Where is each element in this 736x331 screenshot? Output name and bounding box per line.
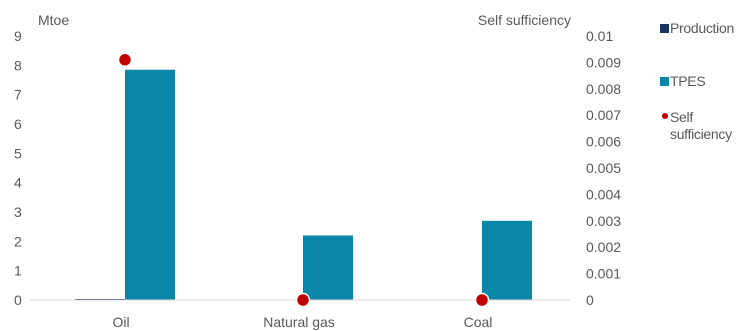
- left-tick-label: 7: [14, 87, 22, 103]
- legend-swatch-production: [660, 24, 669, 33]
- legend-label-production: Production: [670, 20, 734, 36]
- right-tick-label: 0.01: [586, 28, 613, 44]
- category-label: Coal: [464, 314, 493, 330]
- left-axis-ticks: 0 1 2 3 4 5 6 7 8 9: [14, 28, 22, 308]
- bar-tpes: [125, 69, 175, 300]
- legend-item-tpes: TPES: [660, 73, 736, 90]
- legend-item-self-sufficiency: Self sufficiency: [660, 109, 736, 143]
- left-tick-label: 3: [14, 204, 22, 220]
- right-axis-label: Self sufficiency: [478, 12, 571, 28]
- right-tick-label: 0.002: [586, 239, 621, 255]
- left-tick-label: 2: [14, 233, 22, 249]
- right-tick-label: 0.005: [586, 160, 621, 176]
- bar-tpes: [303, 235, 353, 300]
- category-label: Natural gas: [263, 314, 335, 330]
- bars: [75, 69, 532, 300]
- marker-self-sufficiency: [117, 52, 133, 68]
- left-tick-label: 8: [14, 57, 22, 73]
- right-tick-label: 0.001: [586, 266, 621, 282]
- right-tick-label: 0.003: [586, 213, 621, 229]
- legend-swatch-tpes: [660, 77, 669, 86]
- right-tick-label: 0.004: [586, 186, 621, 202]
- left-tick-label: 1: [14, 263, 22, 279]
- left-tick-label: 0: [14, 292, 22, 308]
- right-tick-label: 0.007: [586, 107, 621, 123]
- legend-label-tpes: TPES: [670, 73, 706, 89]
- legend-marker-self-sufficiency: [662, 113, 668, 119]
- right-axis-ticks: 0 0.001 0.002 0.003 0.004 0.005 0.006 0.007 0.00…: [586, 28, 621, 308]
- right-tick-label: 0: [586, 292, 594, 308]
- left-tick-label: 4: [14, 175, 22, 191]
- marker-self-sufficiency: [295, 292, 311, 308]
- left-tick-label: 6: [14, 116, 22, 132]
- self-sufficiency-markers: [117, 52, 490, 308]
- right-tick-label: 0.008: [586, 81, 621, 97]
- left-tick-label: 9: [14, 28, 22, 44]
- legend-item-production: Production: [660, 20, 736, 37]
- right-tick-label: 0.009: [586, 54, 621, 70]
- right-tick-label: 0.006: [586, 134, 621, 150]
- category-labels: Oil Natural gas Coal: [112, 314, 492, 330]
- legend-label-self-sufficiency: Self sufficiency: [670, 109, 732, 142]
- left-tick-label: 5: [14, 145, 22, 161]
- legend: Production TPES Self sufficiency: [660, 20, 736, 143]
- bar-tpes: [482, 220, 532, 300]
- marker-self-sufficiency: [474, 292, 490, 308]
- left-axis-label: Mtoe: [38, 12, 69, 28]
- category-label: Oil: [112, 314, 129, 330]
